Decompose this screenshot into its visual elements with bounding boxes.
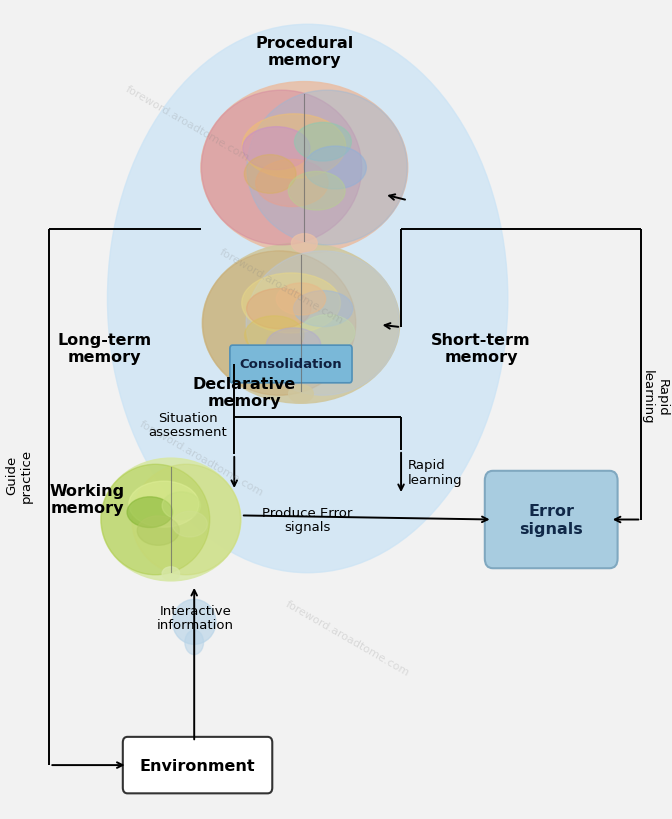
Text: foreword.aroadtome.com: foreword.aroadtome.com (124, 84, 251, 163)
Ellipse shape (266, 328, 321, 362)
Text: foreword.aroadtome.com: foreword.aroadtome.com (284, 599, 411, 678)
Text: Short-term
memory: Short-term memory (431, 333, 531, 364)
Ellipse shape (129, 482, 199, 527)
Text: Environment: Environment (140, 758, 255, 772)
Ellipse shape (201, 83, 408, 254)
Text: Interactive
information: Interactive information (157, 604, 234, 631)
Ellipse shape (242, 115, 345, 179)
Ellipse shape (162, 492, 201, 520)
Ellipse shape (247, 289, 311, 329)
Text: Situation
assessment: Situation assessment (148, 411, 227, 439)
Ellipse shape (294, 123, 351, 162)
FancyBboxPatch shape (123, 737, 272, 794)
Ellipse shape (101, 464, 210, 575)
Ellipse shape (202, 91, 362, 246)
Text: Rapid
learning: Rapid learning (408, 459, 462, 486)
Ellipse shape (304, 147, 366, 190)
Ellipse shape (255, 161, 328, 207)
Ellipse shape (202, 243, 400, 404)
Text: Consolidation: Consolidation (240, 358, 342, 371)
Ellipse shape (245, 156, 296, 194)
Text: Guide
practice: Guide practice (5, 448, 33, 502)
Text: Procedural
memory: Procedural memory (255, 36, 353, 68)
Ellipse shape (162, 567, 179, 581)
Ellipse shape (292, 234, 317, 253)
Ellipse shape (288, 172, 345, 210)
Text: Produce Error
signals: Produce Error signals (263, 506, 353, 533)
Ellipse shape (203, 251, 355, 396)
Ellipse shape (276, 283, 326, 315)
Ellipse shape (137, 516, 179, 545)
Ellipse shape (243, 128, 310, 170)
FancyBboxPatch shape (485, 471, 618, 568)
Ellipse shape (185, 631, 204, 654)
Ellipse shape (246, 251, 399, 396)
Ellipse shape (172, 512, 207, 537)
Ellipse shape (289, 386, 313, 403)
Ellipse shape (101, 459, 241, 581)
Ellipse shape (242, 274, 341, 333)
Ellipse shape (127, 497, 173, 528)
Text: Working
memory: Working memory (50, 483, 125, 515)
Text: foreword.aroadtome.com: foreword.aroadtome.com (137, 419, 265, 498)
Text: foreword.aroadtome.com: foreword.aroadtome.com (217, 247, 345, 327)
Text: Error
signals: Error signals (519, 503, 583, 536)
Ellipse shape (247, 91, 407, 246)
Text: Rapid
learning: Rapid learning (641, 370, 669, 424)
Text: Long-term
memory: Long-term memory (57, 333, 151, 364)
FancyBboxPatch shape (230, 346, 352, 383)
Text: Declarative
memory: Declarative memory (193, 377, 296, 409)
Ellipse shape (300, 315, 355, 351)
Ellipse shape (173, 600, 216, 645)
Ellipse shape (245, 316, 304, 355)
Ellipse shape (132, 464, 241, 575)
Ellipse shape (294, 292, 353, 328)
Ellipse shape (108, 25, 508, 573)
